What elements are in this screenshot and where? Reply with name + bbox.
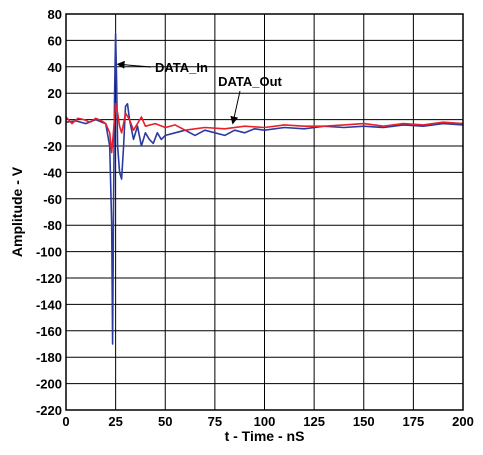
- annotation-arrow: [230, 90, 241, 125]
- y-tick-labels: 80 60 40 20 0 -20 -40 -60 -80 -100 -120 -140 -160 -18…: [36, 7, 62, 418]
- y-tick-label: 40: [48, 60, 62, 75]
- y-tick-label: 80: [48, 7, 62, 22]
- series-line-data-in: [66, 32, 463, 345]
- x-tick-label: 25: [108, 414, 122, 429]
- x-tick-labels: 0 25 50 75 100 125 150 175 200: [62, 414, 473, 429]
- y-axis-title: Amplitude - V: [9, 166, 25, 257]
- x-tick-label: 0: [62, 414, 69, 429]
- y-tick-label: -80: [43, 218, 62, 233]
- y-tick-label: -140: [36, 297, 62, 312]
- y-tick-label: 0: [55, 113, 62, 128]
- annotation-layer: DATA_In DATA_Out: [116, 60, 283, 125]
- y-tick-label: -120: [36, 271, 62, 286]
- y-tick-label: -160: [36, 324, 62, 339]
- y-tick-label: -200: [36, 377, 62, 392]
- y-tick-label: 60: [48, 33, 62, 48]
- series-line-data-out: [66, 103, 463, 154]
- y-tick-label: -20: [43, 139, 62, 154]
- x-tick-label: 125: [303, 414, 325, 429]
- y-tick-label: -220: [36, 403, 62, 418]
- y-tick-label: -40: [43, 165, 62, 180]
- y-tick-label: -60: [43, 192, 62, 207]
- y-tick-label: 20: [48, 86, 62, 101]
- annotation-label-data-in: DATA_In: [155, 60, 208, 75]
- series-layer: [66, 32, 463, 345]
- plot-frame: [65, 13, 464, 411]
- x-axis-title: t - Time - nS: [225, 428, 305, 444]
- x-tick-label: 175: [403, 414, 425, 429]
- y-tick-label: -100: [36, 245, 62, 260]
- x-tick-label: 150: [353, 414, 375, 429]
- annotation-arrow: [116, 60, 152, 69]
- x-tick-label: 75: [208, 414, 222, 429]
- annotation-label-data-out: DATA_Out: [218, 74, 282, 89]
- x-tick-label: 100: [254, 414, 276, 429]
- x-tick-label: 50: [158, 414, 172, 429]
- x-tick-label: 200: [452, 414, 474, 429]
- y-tick-label: -180: [36, 350, 62, 365]
